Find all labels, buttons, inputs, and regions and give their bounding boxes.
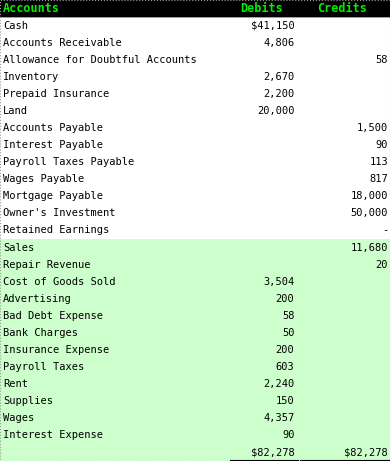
Text: Rent: Rent [3,379,28,389]
Text: 4,806: 4,806 [263,38,294,47]
Text: $82,278: $82,278 [344,448,388,457]
Bar [0,68,390,85]
Text: Cash: Cash [3,21,28,30]
Text: 90: 90 [282,431,294,440]
Text: $82,278: $82,278 [251,448,294,457]
Text: 90: 90 [376,140,388,150]
Text: Sales: Sales [3,242,34,253]
Bar [0,171,390,188]
Bar [0,393,390,410]
Bar [0,342,390,359]
Text: 200: 200 [276,294,294,304]
Text: Inventory: Inventory [3,72,59,82]
Bar [0,273,390,290]
Text: Prepaid Insurance: Prepaid Insurance [3,89,109,99]
Bar [0,444,390,461]
Bar [0,119,390,136]
Text: Advertising: Advertising [3,294,72,304]
Text: Insurance Expense: Insurance Expense [3,345,109,355]
Bar [0,136,390,154]
Text: 2,670: 2,670 [263,72,294,82]
Bar [0,0,390,17]
Text: Credits: Credits [317,2,367,15]
Text: 150: 150 [276,396,294,406]
Text: 2,200: 2,200 [263,89,294,99]
Bar [0,239,390,256]
Text: Owner's Investment: Owner's Investment [3,208,115,219]
Bar [0,307,390,325]
Text: 3,504: 3,504 [263,277,294,287]
Bar [0,17,390,34]
Bar [0,222,390,239]
Text: 58: 58 [376,55,388,65]
Text: Bad Debt Expense: Bad Debt Expense [3,311,103,321]
Bar [0,427,390,444]
Text: 603: 603 [276,362,294,372]
Text: 18,000: 18,000 [351,191,388,201]
Bar [0,34,390,51]
Text: Accounts Receivable: Accounts Receivable [3,38,122,47]
Text: Wages Payable: Wages Payable [3,174,84,184]
Text: Land: Land [3,106,28,116]
Text: 4,357: 4,357 [263,414,294,423]
Bar [0,325,390,342]
Bar [0,85,390,102]
Text: Repair Revenue: Repair Revenue [3,260,90,270]
Text: Interest Expense: Interest Expense [3,431,103,440]
Text: $41,150: $41,150 [251,21,294,30]
Text: Interest Payable: Interest Payable [3,140,103,150]
Text: Retained Earnings: Retained Earnings [3,225,109,236]
Text: Allowance for Doubtful Accounts: Allowance for Doubtful Accounts [3,55,197,65]
Bar [0,205,390,222]
Text: Debits: Debits [241,2,284,15]
Bar [0,256,390,273]
Bar [0,154,390,171]
Text: 113: 113 [369,157,388,167]
Text: 20: 20 [376,260,388,270]
Text: Cost of Goods Sold: Cost of Goods Sold [3,277,115,287]
Text: Accounts: Accounts [3,2,60,15]
Text: Accounts Payable: Accounts Payable [3,123,103,133]
Text: 2,240: 2,240 [263,379,294,389]
Bar [0,376,390,393]
Bar [0,359,390,376]
Bar [0,410,390,427]
Text: 20,000: 20,000 [257,106,294,116]
Bar [0,290,390,307]
Text: Wages: Wages [3,414,34,423]
Text: 817: 817 [369,174,388,184]
Text: 1,500: 1,500 [357,123,388,133]
Bar [0,102,390,119]
Text: -: - [382,225,388,236]
Text: Bank Charges: Bank Charges [3,328,78,338]
Bar [0,188,390,205]
Text: Mortgage Payable: Mortgage Payable [3,191,103,201]
Text: 58: 58 [282,311,294,321]
Text: 50,000: 50,000 [351,208,388,219]
Text: Payroll Taxes: Payroll Taxes [3,362,84,372]
Text: 50: 50 [282,328,294,338]
Text: Payroll Taxes Payable: Payroll Taxes Payable [3,157,135,167]
Text: Supplies: Supplies [3,396,53,406]
Text: 11,680: 11,680 [351,242,388,253]
Text: 200: 200 [276,345,294,355]
Bar [0,51,390,68]
